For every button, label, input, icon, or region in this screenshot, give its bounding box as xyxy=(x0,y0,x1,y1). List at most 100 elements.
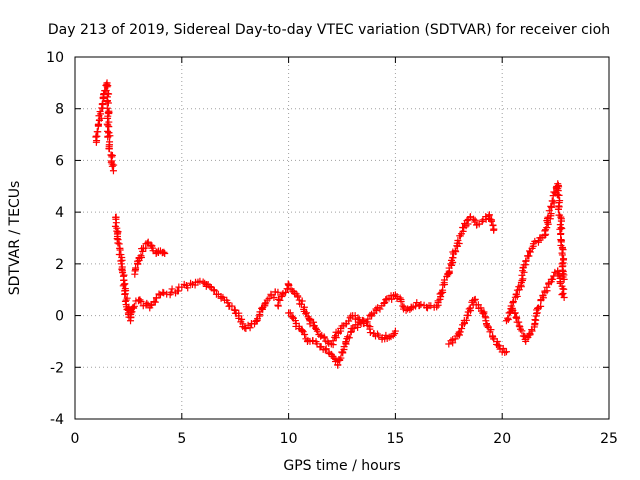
trail-marker xyxy=(465,305,473,313)
trail-marker xyxy=(206,283,214,291)
trail-marker xyxy=(391,330,399,338)
trail-marker xyxy=(154,247,162,255)
trail-marker xyxy=(493,338,501,346)
trail-marker xyxy=(345,317,353,325)
trail-marker xyxy=(114,239,122,247)
trail-marker xyxy=(104,99,112,107)
trail-marker xyxy=(478,217,486,225)
trail-marker xyxy=(117,251,125,259)
y-axis-label: SDTVAR / TECUs xyxy=(7,181,23,296)
trail-marker xyxy=(542,226,550,234)
trail-marker xyxy=(507,302,515,310)
trail-marker xyxy=(104,133,112,141)
trail-marker xyxy=(378,335,386,343)
trail-marker xyxy=(105,145,113,153)
series-early-hump xyxy=(131,238,169,278)
trail-marker xyxy=(230,306,238,314)
trail-marker xyxy=(522,257,530,265)
trail-marker xyxy=(166,291,174,299)
trail-marker xyxy=(494,341,502,349)
trail-marker xyxy=(512,313,520,321)
trail-marker xyxy=(531,237,539,245)
trail-marker xyxy=(175,283,183,291)
trail-marker xyxy=(262,299,270,307)
trail-marker xyxy=(102,86,110,94)
trail-marker xyxy=(342,339,350,347)
trail-marker xyxy=(509,297,517,305)
trail-marker xyxy=(462,316,470,324)
trail-marker xyxy=(495,342,503,350)
trail-marker xyxy=(301,331,309,339)
trail-marker xyxy=(390,292,398,300)
trail-marker xyxy=(427,302,435,310)
trail-marker xyxy=(519,275,527,283)
trail-marker xyxy=(549,275,557,283)
y-axis-ticks: -4 -2 0 2 4 6 8 10 xyxy=(46,50,609,428)
y-tick-label: 4 xyxy=(55,205,64,221)
trail-marker xyxy=(121,290,129,298)
x-axis-label: GPS time / hours xyxy=(283,458,400,474)
trail-marker xyxy=(488,217,496,225)
trail-marker xyxy=(137,252,145,260)
plot-frame xyxy=(74,56,610,420)
y-tick-label: 8 xyxy=(55,102,64,118)
trail-marker xyxy=(463,217,471,225)
trail-marker xyxy=(548,197,556,205)
trail-marker xyxy=(184,284,192,292)
trail-marker xyxy=(372,307,380,315)
trail-marker xyxy=(298,297,306,305)
x-axis-ticks: 0 5 10 15 20 25 xyxy=(71,57,618,447)
trail-marker xyxy=(499,344,507,352)
trail-marker xyxy=(136,296,144,304)
trail-marker xyxy=(219,293,227,301)
trail-marker xyxy=(105,123,113,131)
trail-marker xyxy=(433,303,441,311)
trail-marker xyxy=(329,337,337,345)
trail-marker xyxy=(513,286,521,294)
trail-marker xyxy=(456,328,464,336)
trail-marker xyxy=(160,248,168,256)
trail-marker xyxy=(357,318,365,326)
trail-marker xyxy=(143,299,151,307)
series-morning xyxy=(124,277,282,332)
trail-marker xyxy=(363,318,371,326)
series-evening xyxy=(502,180,568,325)
trail-marker xyxy=(284,280,292,288)
series-evening-low xyxy=(509,267,568,345)
trail-marker xyxy=(516,325,524,333)
trail-marker xyxy=(246,324,254,332)
trail-marker xyxy=(160,289,168,297)
trail-marker xyxy=(118,256,126,264)
trail-marker xyxy=(130,302,138,310)
trail-marker xyxy=(454,237,462,245)
trail-marker xyxy=(554,205,562,213)
trail-marker xyxy=(153,294,161,302)
trail-marker xyxy=(344,333,352,341)
trail-marker xyxy=(389,331,397,339)
trail-marker xyxy=(526,248,534,256)
trail-marker xyxy=(147,241,155,249)
trail-marker xyxy=(92,132,100,140)
series-afternoon-low xyxy=(445,295,510,356)
trail-marker xyxy=(325,339,333,347)
trail-marker xyxy=(471,295,479,303)
trail-marker xyxy=(151,298,159,306)
trail-marker xyxy=(366,311,374,319)
trail-marker xyxy=(116,246,124,254)
trail-marker xyxy=(334,361,342,369)
trail-marker xyxy=(137,298,145,306)
trail-marker xyxy=(559,246,567,254)
trail-marker xyxy=(340,346,348,354)
y-tick-label: 6 xyxy=(55,153,64,169)
trail-marker xyxy=(504,314,512,322)
trail-marker xyxy=(531,316,539,324)
data-point xyxy=(317,332,325,340)
trail-marker xyxy=(480,310,488,318)
trail-marker xyxy=(325,349,333,357)
series-midday-b xyxy=(285,309,399,369)
trail-marker xyxy=(271,288,279,296)
trail-marker xyxy=(258,305,266,313)
trail-marker xyxy=(345,334,353,342)
trail-marker xyxy=(274,302,282,310)
trail-marker xyxy=(511,309,519,317)
